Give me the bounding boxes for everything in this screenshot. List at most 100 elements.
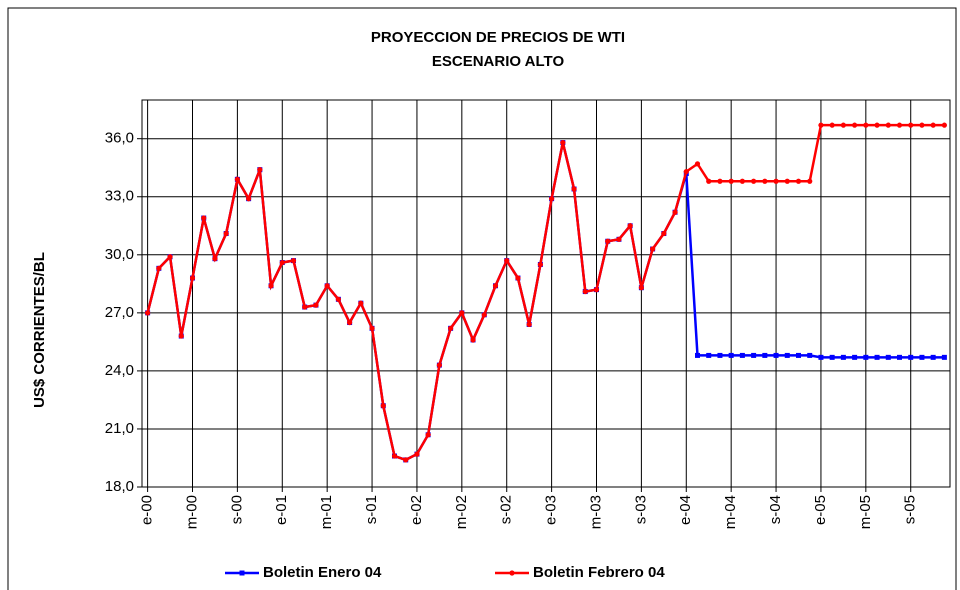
point [897,354,902,360]
point [234,176,240,182]
point [593,287,600,293]
point [885,354,891,360]
point [436,362,442,368]
point [627,223,633,229]
point [268,283,274,289]
point [739,352,745,358]
point [840,354,846,360]
point [706,178,712,184]
point [773,178,779,184]
point [807,178,813,184]
point [784,352,790,358]
point [807,352,813,358]
y-tick-label: 24,0 [105,362,134,379]
point [616,236,622,242]
line [146,123,945,462]
point [504,258,510,264]
point [941,354,947,360]
chart-subtitle: ESCENARIO ALTO [432,53,565,70]
point [560,139,566,146]
point [571,186,577,192]
point [324,283,330,289]
point [694,161,701,167]
point [829,354,835,360]
point [840,122,846,128]
point [605,238,611,244]
point [683,168,689,175]
y-tick-label: 30,0 [105,246,134,263]
point [695,352,700,358]
y-tick-label: 36,0 [105,130,134,147]
series [145,122,947,463]
point [874,122,880,128]
x-tick-label: e-05 [812,495,829,525]
point [863,354,869,360]
point [448,325,454,331]
point [650,246,656,252]
x-tick-label: e-04 [677,495,694,525]
point [896,122,903,128]
x-tick-label: m-01 [318,495,335,529]
point [852,354,858,360]
chart-title: PROYECCION DE PRECIOS DE WTI [371,29,625,46]
point [391,453,398,459]
point [874,354,880,360]
x-tick-label: m-02 [453,495,470,529]
point [335,296,341,302]
point [739,178,745,184]
x-tick-label: s-02 [498,495,515,524]
point [509,570,515,576]
point [526,321,532,328]
y-tick-label: 21,0 [105,420,134,437]
x-tick-label: s-01 [363,495,380,524]
point [380,403,386,409]
point [773,352,779,358]
point [313,302,319,308]
point [481,312,487,318]
x-tick-label: s-03 [632,495,649,524]
x-tick-label: e-00 [139,495,156,525]
point [751,178,757,184]
x-tick-label: e-02 [408,495,425,525]
point [885,122,891,128]
point [863,122,869,128]
point [369,325,375,331]
x-tick-label: m-03 [587,495,604,529]
point [706,352,712,358]
point [459,310,465,316]
point [818,354,824,360]
legend-label: Boletin Enero 04 [263,564,382,581]
point [751,352,757,358]
point [717,352,723,358]
point [537,261,543,268]
point [178,333,184,339]
point [919,354,925,360]
x-tick-label: m-04 [722,495,739,529]
point [347,319,353,326]
x-tick-label: e-03 [543,495,560,525]
point [167,254,173,260]
point [717,178,723,184]
point [201,215,207,221]
point [145,310,151,316]
point [818,122,824,128]
x-tick-label: m-00 [183,495,200,529]
point [246,196,252,202]
y-axis-label: US$ CORRIENTES/BL [31,252,48,408]
x-tick-label: e-01 [273,495,290,525]
y-tick-label: 27,0 [105,304,134,321]
point [212,256,218,262]
point [290,258,297,264]
point [638,285,644,291]
point [549,196,555,202]
point [470,337,476,343]
point [908,354,914,360]
point [762,352,768,358]
point [941,122,947,128]
point [728,352,734,358]
point [795,178,802,184]
point [582,288,588,295]
point [403,457,409,463]
point [223,230,229,237]
